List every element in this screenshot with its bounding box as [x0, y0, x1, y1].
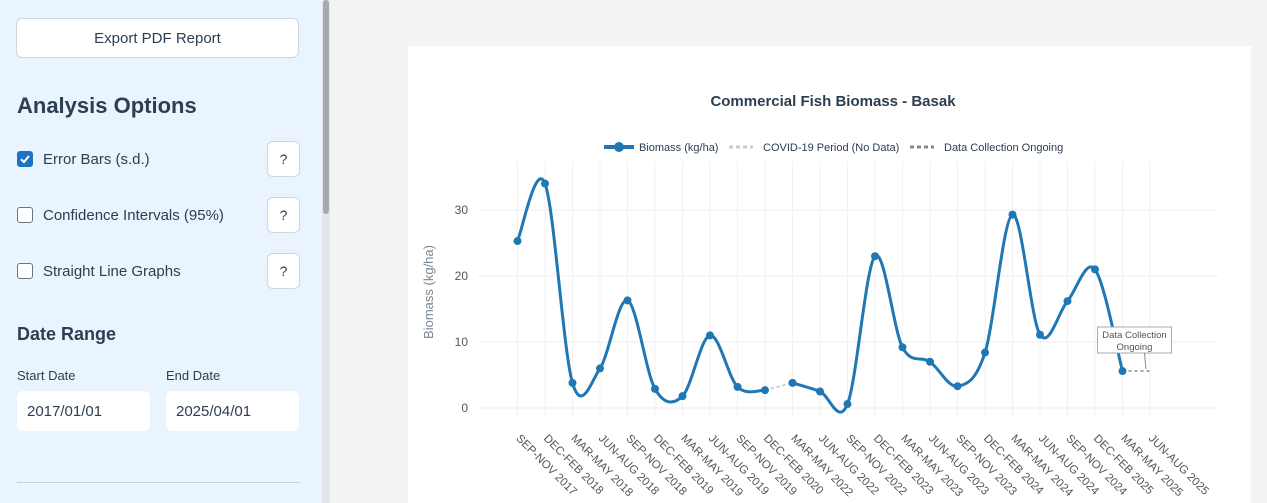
biomass-data-point: [953, 382, 962, 391]
date-range-heading: Date Range: [17, 324, 117, 344]
biomass-data-point: [816, 387, 824, 396]
biomass-data-point: [981, 348, 989, 357]
biomass-data-point: [761, 386, 769, 395]
error-bars-checkbox[interactable]: [17, 151, 33, 167]
biomass-data-point: [926, 357, 934, 366]
option-error-bars[interactable]: Error Bars (s.d.) ?: [17, 141, 300, 177]
biomass-data-point: [651, 384, 659, 393]
confidence-intervals-checkbox[interactable]: [17, 207, 33, 223]
start-date-input[interactable]: 2017/01/01: [17, 391, 150, 431]
error-bars-label: Error Bars (s.d.): [43, 150, 150, 168]
error-bars-help-button[interactable]: ?: [267, 141, 300, 177]
y-tick-label: 10: [455, 335, 469, 349]
sidebar-scrollbar[interactable]: [322, 0, 330, 503]
biomass-data-point: [788, 378, 797, 387]
confidence-intervals-help-button[interactable]: ?: [267, 197, 300, 233]
covid-gap-line: [764, 381, 793, 392]
y-tick-label: 20: [455, 269, 469, 283]
biomass-data-point: [1008, 210, 1017, 219]
checkmark-icon: [20, 155, 30, 164]
legend-ongoing-label: Data Collection Ongoing: [944, 142, 1063, 154]
legend-biomass-marker: [614, 142, 624, 152]
biomass-line-segment: [516, 177, 766, 404]
biomass-data-point: [706, 331, 714, 340]
biomass-data-point: [623, 296, 632, 305]
annotation-arrow: [1144, 352, 1147, 370]
annotation-text: Data Collection: [1102, 330, 1166, 341]
biomass-data-point: [513, 237, 522, 246]
option-straight-lines[interactable]: Straight Line Graphs ?: [17, 253, 300, 289]
legend-covid-label: COVID-19 Period (No Data): [763, 142, 899, 154]
scrollbar-thumb[interactable]: [323, 0, 329, 214]
sidebar: Export PDF Report Analysis Options Error…: [0, 0, 322, 503]
chart-panel: Commercial Fish Biomass - Basak 0 10 20 30 Bi…: [408, 46, 1251, 503]
biomass-data-point: [843, 400, 852, 409]
legend-biomass-label: Biomass (kg/ha): [639, 142, 718, 154]
straight-lines-checkbox[interactable]: [17, 263, 33, 279]
y-axis-label: Biomass (kg/ha): [421, 245, 436, 339]
straight-lines-label: Straight Line Graphs: [43, 262, 181, 280]
biomass-chart: Commercial Fish Biomass - Basak 0 10 20 30 Bi…: [421, 93, 1218, 500]
end-date-label: End Date: [166, 368, 221, 383]
biomass-data-point: [871, 252, 879, 261]
analysis-options-heading: Analysis Options: [17, 93, 197, 118]
biomass-data-point: [568, 378, 577, 387]
option-confidence-intervals[interactable]: Confidence Intervals (95%) ?: [17, 197, 300, 233]
biomass-data-point: [898, 343, 907, 352]
biomass-data-point: [1063, 297, 1072, 306]
annotation-text: Ongoing: [1117, 342, 1153, 353]
start-date-label: Start Date: [17, 368, 76, 383]
y-tick-label: 30: [455, 203, 469, 217]
biomass-data-point: [1036, 330, 1044, 339]
biomass-data-point: [678, 392, 687, 401]
straight-lines-help-button[interactable]: ?: [267, 253, 300, 289]
sidebar-divider: [17, 482, 300, 483]
annotation-box: [1097, 326, 1172, 354]
export-pdf-button[interactable]: Export PDF Report: [16, 18, 299, 58]
end-date-input[interactable]: 2025/04/01: [166, 391, 299, 431]
biomass-data-point: [733, 382, 742, 391]
biomass-data-point: [1118, 367, 1127, 376]
biomass-data-point: [596, 364, 604, 373]
y-tick-label: 0: [461, 401, 468, 415]
biomass-data-point: [1091, 265, 1099, 274]
biomass-data-point: [541, 179, 549, 188]
confidence-intervals-label: Confidence Intervals (95%): [43, 206, 224, 224]
chart-title: Commercial Fish Biomass - Basak: [710, 93, 956, 110]
